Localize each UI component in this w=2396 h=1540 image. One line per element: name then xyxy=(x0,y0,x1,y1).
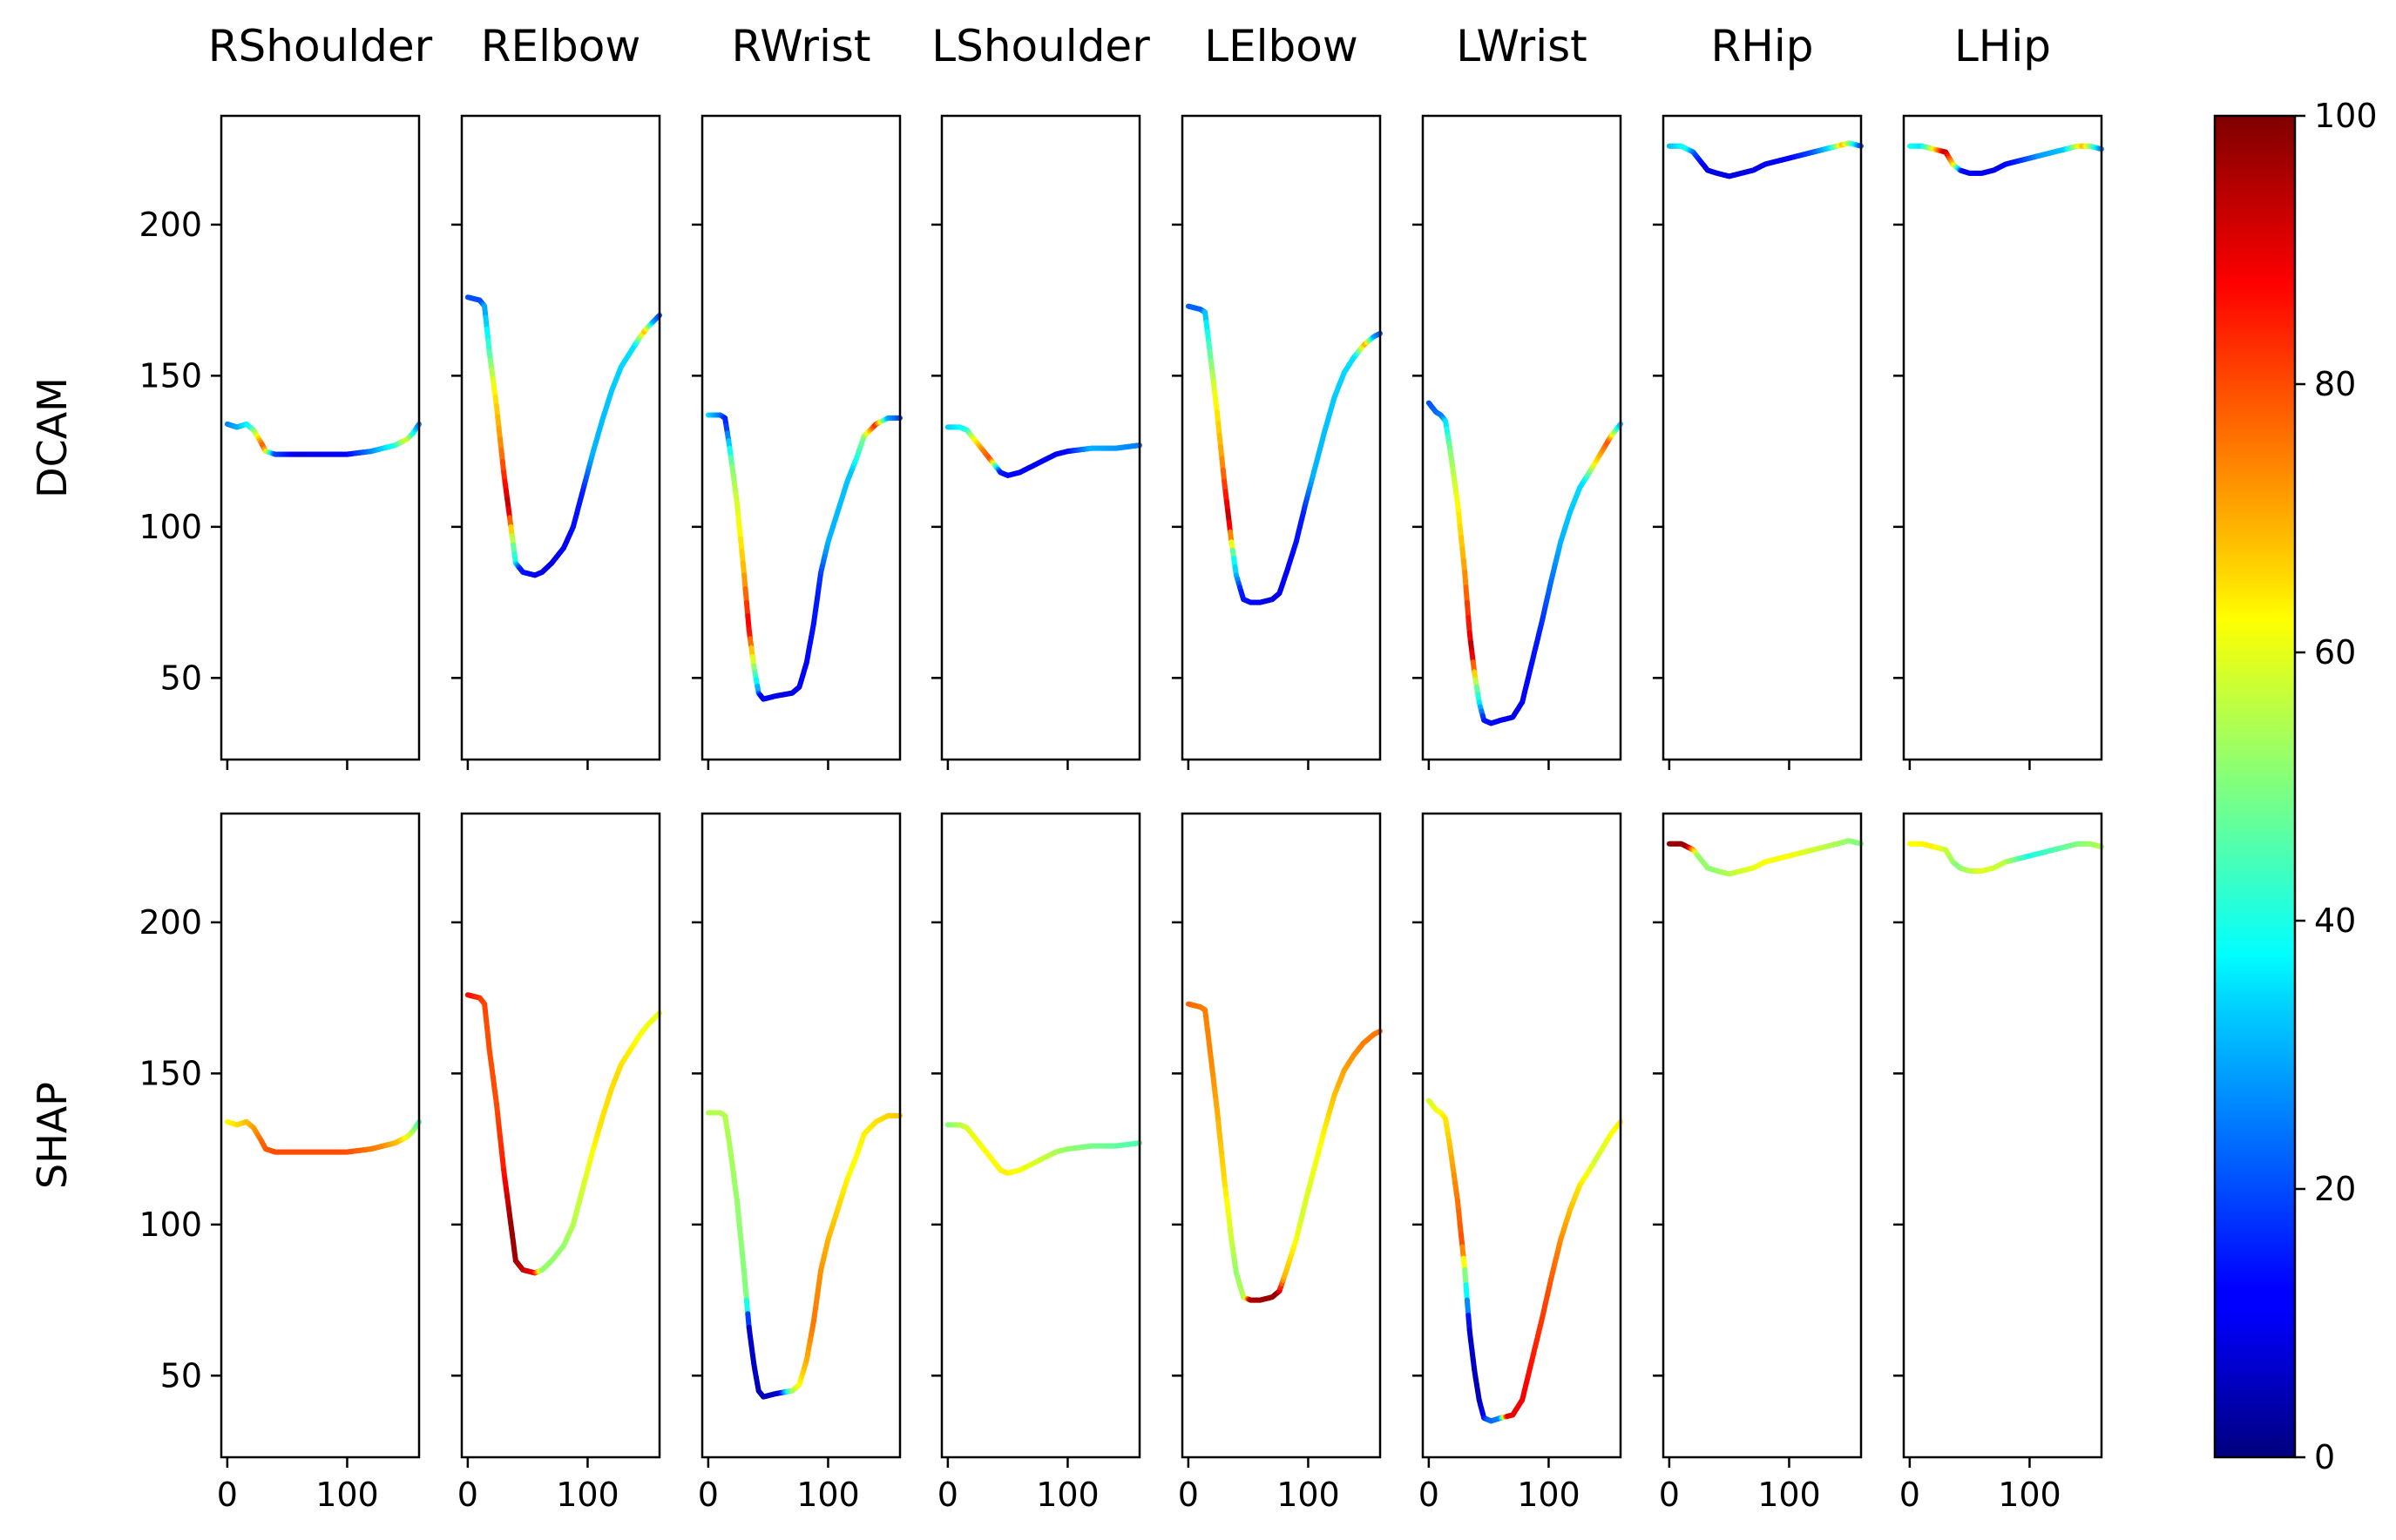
panel-frame xyxy=(701,114,902,761)
panel-dcam-rhip xyxy=(1653,114,1864,770)
row-label: SHAP xyxy=(29,1082,76,1189)
y-tick-label: 150 xyxy=(139,356,202,395)
panel-dcam-lwrist xyxy=(1412,114,1623,770)
panel-dcam-rshoulder: 50 100 150 200 xyxy=(139,114,422,770)
colorbar-tick-label: 20 xyxy=(2314,1170,2356,1208)
row-labels: DCAM SHAP xyxy=(29,377,76,1189)
colorbar-tick-label: 40 xyxy=(2314,902,2356,940)
panel-frame xyxy=(940,114,1141,761)
series-line xyxy=(1906,841,2104,874)
x-tick-label: 0 xyxy=(937,1476,958,1514)
column-titles: RShoulder RElbow RWrist LShoulder LElbow LWri… xyxy=(208,21,2051,71)
column-title: RElbow xyxy=(481,21,640,71)
panel-dcam-lelbow xyxy=(1172,114,1383,770)
series-line xyxy=(1666,838,1864,877)
x-tick-label: 100 xyxy=(1036,1476,1100,1514)
x-tick-label: 100 xyxy=(1276,1476,1340,1514)
series-line xyxy=(1425,400,1623,726)
column-title: RHip xyxy=(1711,21,1814,71)
row-label: DCAM xyxy=(29,377,76,498)
panel-shap-rhip: 0 100 xyxy=(1653,812,1864,1514)
panel-frame xyxy=(460,114,661,761)
panel-dcam-lhip xyxy=(1893,114,2104,770)
x-tick-label: 100 xyxy=(315,1476,379,1514)
panel-frame xyxy=(1421,812,1622,1459)
panel-frame xyxy=(940,812,1141,1459)
x-tick-label: 100 xyxy=(1757,1476,1821,1514)
x-tick-label: 0 xyxy=(217,1476,238,1514)
panel-frame xyxy=(220,114,421,761)
series-line xyxy=(1185,303,1383,605)
series-line xyxy=(944,1122,1142,1176)
panel-frame xyxy=(460,812,661,1459)
colorbar-tick-label: 0 xyxy=(2314,1438,2335,1476)
series-line xyxy=(464,992,662,1276)
panel-shap-relbow: 0 100 xyxy=(451,812,662,1514)
x-tick-label: 0 xyxy=(1899,1476,1920,1514)
series-line xyxy=(1906,143,2104,176)
panel-dcam-rwrist xyxy=(692,114,903,770)
y-tick-label: 100 xyxy=(139,508,202,546)
x-tick-label: 100 xyxy=(1998,1476,2061,1514)
x-tick-label: 0 xyxy=(1178,1476,1199,1514)
panel-frame xyxy=(1181,114,1382,761)
panel-shap-lwrist: 0 100 xyxy=(1412,812,1623,1514)
column-title: RShoulder xyxy=(208,21,433,71)
column-title: LHip xyxy=(1954,21,2051,71)
panel-frame xyxy=(1662,114,1863,761)
column-title: LShoulder xyxy=(931,21,1150,71)
panel-shap-lelbow: 0 100 xyxy=(1172,812,1383,1514)
panel-frame xyxy=(1181,812,1382,1459)
panel-dcam-relbow xyxy=(451,114,662,770)
panel-shap-rshoulder: 50 100 150 200 0 100 xyxy=(139,812,422,1514)
panel-frame xyxy=(220,812,421,1459)
series-line xyxy=(464,294,662,578)
column-title: RWrist xyxy=(731,21,870,71)
colorbar-tick-label: 100 xyxy=(2314,97,2378,135)
y-tick-label: 100 xyxy=(139,1206,202,1244)
panel-shap-rwrist: 0 100 xyxy=(692,812,903,1514)
x-tick-label: 0 xyxy=(457,1476,478,1514)
panel-shap-lshoulder: 0 100 xyxy=(931,812,1142,1514)
colorbar-tick-label: 80 xyxy=(2314,365,2356,403)
series-line xyxy=(1185,1001,1383,1303)
panel-shap-lhip: 0 100 xyxy=(1893,812,2104,1514)
x-tick-label: 0 xyxy=(698,1476,719,1514)
x-tick-label: 100 xyxy=(556,1476,619,1514)
panel-frame xyxy=(701,812,902,1459)
x-tick-label: 0 xyxy=(1659,1476,1680,1514)
series-line xyxy=(705,1110,903,1400)
x-tick-label: 100 xyxy=(1517,1476,1580,1514)
column-title: LWrist xyxy=(1456,21,1587,71)
colorbar-tick-label: 60 xyxy=(2314,633,2356,672)
panel-frame xyxy=(1902,812,2103,1459)
colorbar: 0 20 40 60 80 100 xyxy=(2213,97,2378,1476)
panel-frame xyxy=(1421,114,1622,761)
y-tick-label: 150 xyxy=(139,1054,202,1092)
x-tick-label: 100 xyxy=(796,1476,860,1514)
y-tick-label: 50 xyxy=(160,659,202,697)
series-line xyxy=(224,421,422,457)
y-tick-label: 200 xyxy=(139,903,202,942)
column-title: LElbow xyxy=(1204,21,1358,71)
colorbar-scale xyxy=(2213,114,2297,1459)
y-tick-label: 200 xyxy=(139,206,202,244)
panel-frame xyxy=(1902,114,2103,761)
series-line xyxy=(944,424,1142,478)
panel-dcam-lshoulder xyxy=(931,114,1142,770)
series-line xyxy=(1425,1098,1623,1424)
x-tick-label: 0 xyxy=(1418,1476,1439,1514)
y-tick-label: 50 xyxy=(160,1356,202,1395)
series-line xyxy=(1666,140,1864,179)
panel-grid: 50 100 150 200 50 100 150 200 0 100 0 100 0 100 0 100 0 1… xyxy=(139,114,2104,1514)
series-line xyxy=(224,1118,422,1155)
series-line xyxy=(705,412,903,702)
panel-frame xyxy=(1662,812,1863,1459)
